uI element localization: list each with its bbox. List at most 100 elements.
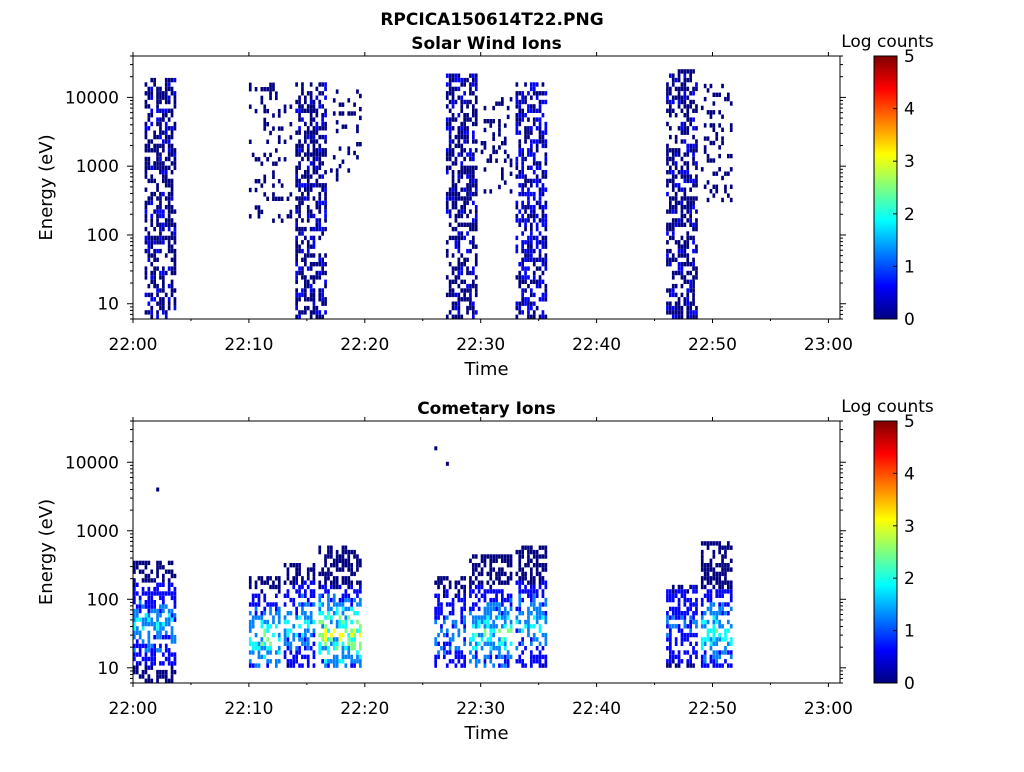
heatmap-cell: [530, 584, 533, 590]
heatmap-cell: [156, 205, 159, 210]
heatmap-cell: [173, 240, 177, 245]
heatmap-cell: [301, 148, 304, 153]
heatmap-cell: [666, 597, 669, 603]
heatmap-cell: [474, 139, 478, 144]
heatmap-cell: [173, 126, 177, 131]
plot-frame: [132, 420, 841, 684]
heatmap-cell: [153, 604, 156, 609]
heatmap-cell: [147, 113, 151, 118]
heatmap-cell: [173, 656, 177, 662]
heatmap-cell: [518, 191, 522, 197]
heatmap-cell: [260, 209, 264, 215]
heatmap-cell: [692, 292, 695, 298]
heatmap-cell: [530, 571, 533, 577]
heatmap-cell: [524, 174, 527, 179]
heatmap-cell: [330, 584, 333, 590]
heatmap-cell: [683, 139, 687, 144]
heatmap-cell: [309, 161, 313, 166]
heatmap-cell: [669, 593, 672, 598]
heatmap-cell: [309, 174, 313, 179]
heatmap-cell: [669, 91, 672, 96]
heatmap-cell: [683, 624, 687, 629]
heatmap-cell: [474, 209, 478, 214]
heatmap-cell: [683, 253, 687, 258]
heatmap-cell: [254, 205, 258, 210]
heatmap-cell: [692, 178, 695, 184]
heatmap-cell: [162, 621, 165, 627]
heatmap-cell: [445, 152, 449, 157]
heatmap-cell: [460, 279, 464, 284]
heatmap-cell: [301, 632, 304, 638]
heatmap-cell: [173, 121, 177, 127]
heatmap-cell: [162, 113, 165, 118]
heatmap-cell: [692, 646, 695, 651]
heatmap-cell: [472, 77, 475, 83]
heatmap-cell: [156, 257, 159, 262]
heatmap-cell: [532, 554, 536, 559]
heatmap-cell: [680, 205, 684, 210]
heatmap-cell: [677, 305, 681, 311]
heatmap-cell: [686, 589, 690, 594]
heatmap-cell: [677, 606, 681, 612]
heatmap-cell: [472, 174, 475, 179]
heatmap-cell: [298, 152, 301, 157]
heatmap-cell: [295, 654, 298, 660]
heatmap-cell: [530, 654, 533, 660]
heatmap-cell: [521, 170, 524, 175]
heatmap-cell: [266, 108, 269, 114]
heatmap-cell: [521, 576, 524, 581]
heatmap-cell: [162, 91, 165, 96]
heatmap-cell: [309, 253, 313, 258]
heatmap-cell: [164, 108, 168, 113]
heatmap-cell: [301, 200, 304, 206]
heatmap-cell: [248, 104, 252, 109]
heatmap-cell: [275, 576, 278, 581]
heatmap-cell: [669, 226, 672, 232]
heatmap-cell: [669, 632, 672, 638]
heatmap-cell: [254, 632, 258, 638]
heatmap-cell: [477, 624, 481, 629]
heatmap-cell: [677, 248, 681, 254]
heatmap-cell: [521, 611, 524, 616]
heatmap-cell: [324, 262, 327, 267]
heatmap-cell: [715, 92, 719, 97]
heatmap-cell: [532, 161, 536, 166]
heatmap-cell: [341, 659, 345, 664]
heatmap-cell: [671, 231, 675, 236]
heatmap-cell: [335, 619, 339, 625]
heatmap-cell: [677, 99, 681, 105]
heatmap-cell: [451, 292, 455, 298]
heatmap-cell: [327, 549, 330, 555]
heatmap-cell: [472, 283, 475, 289]
heatmap-cell: [144, 266, 148, 271]
heatmap-cell: [356, 611, 359, 616]
heatmap-cell: [359, 584, 362, 590]
heatmap-cell: [474, 624, 478, 629]
heatmap-cell: [474, 117, 478, 122]
heatmap-cell: [156, 314, 159, 319]
heatmap-cell: [686, 143, 690, 149]
heatmap-cell: [144, 292, 148, 298]
heatmap-cell: [298, 139, 301, 144]
heatmap-cell: [457, 650, 461, 655]
heatmap-cell: [327, 554, 330, 559]
heatmap-cell: [283, 108, 287, 114]
heatmap-cell: [680, 628, 684, 633]
heatmap-cell: [666, 305, 669, 311]
heatmap-cell: [671, 257, 675, 262]
heatmap-cell: [156, 310, 159, 315]
heatmap-cell: [162, 582, 165, 587]
heatmap-cell: [159, 582, 162, 587]
heatmap-cell: [530, 305, 533, 311]
heatmap-cell: [530, 288, 533, 293]
heatmap-cell: [460, 152, 464, 157]
heatmap-cell: [686, 148, 690, 153]
heatmap-cell: [535, 646, 539, 651]
heatmap-cell: [686, 611, 690, 616]
heatmap-cell: [480, 619, 484, 625]
heatmap-cell: [335, 602, 339, 607]
heatmap-cell: [298, 589, 301, 594]
heatmap-cell: [144, 604, 148, 609]
heatmap-cell: [524, 209, 527, 214]
heatmap-cell: [147, 301, 151, 306]
